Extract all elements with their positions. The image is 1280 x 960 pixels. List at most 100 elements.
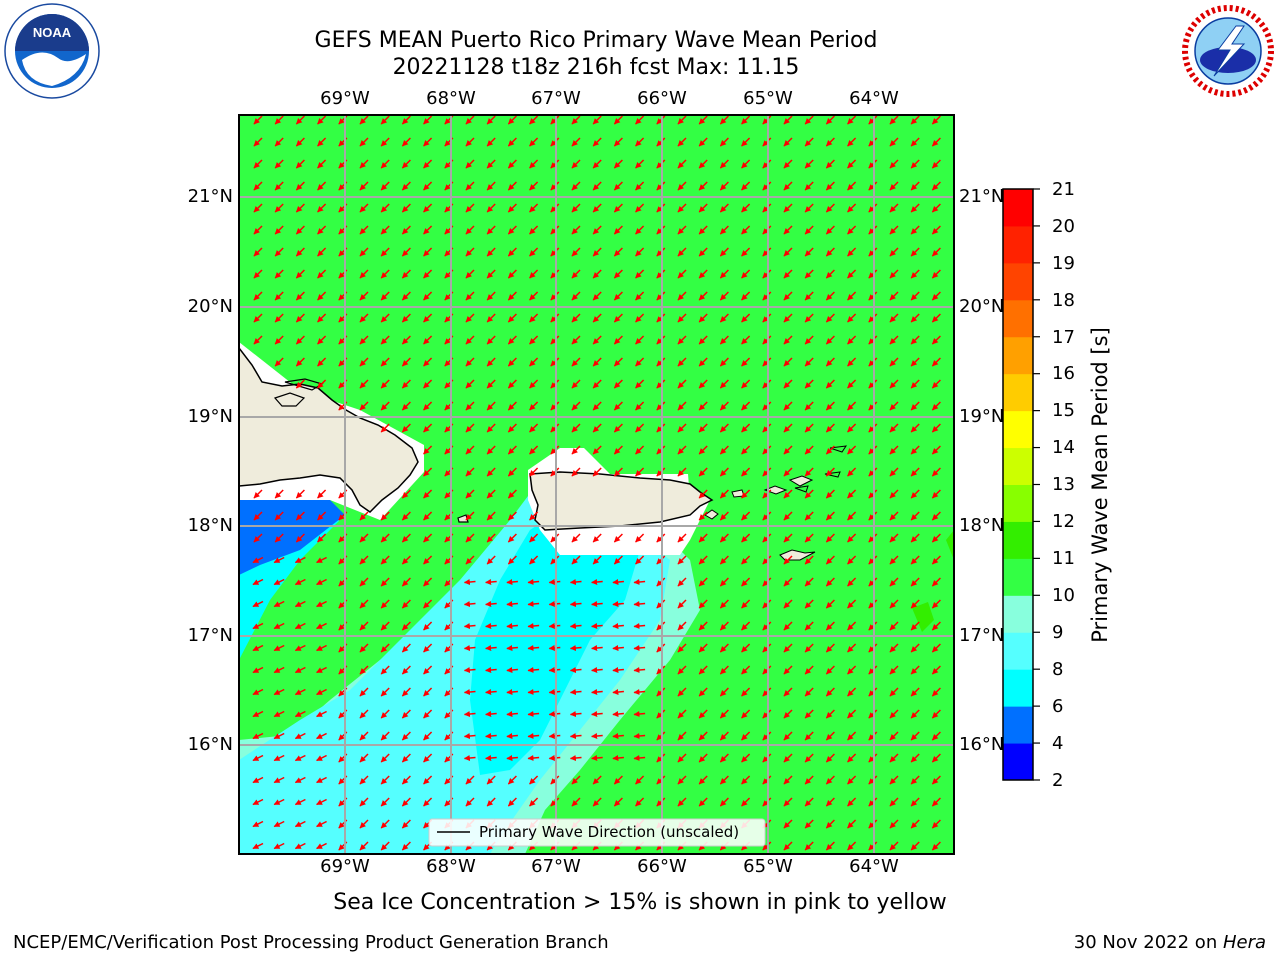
wave-arrow <box>847 555 857 565</box>
wave-arrow <box>465 203 475 213</box>
wave-arrow <box>889 511 899 521</box>
colorbar-tick: 8 <box>1052 659 1064 680</box>
wave-arrow <box>656 533 666 543</box>
wave-arrow <box>847 181 857 191</box>
wave-arrow <box>910 533 920 543</box>
wave-arrow <box>635 115 645 125</box>
wave-arrow <box>931 489 941 499</box>
wave-arrow <box>486 511 496 521</box>
wave-arrow <box>529 445 539 455</box>
wave-arrow <box>316 842 327 850</box>
wave-arrow <box>741 555 751 565</box>
lon-tick-top: 68°W <box>426 88 476 109</box>
wave-arrow <box>868 181 878 191</box>
wave-arrow <box>463 579 476 585</box>
wave-arrow <box>931 577 941 587</box>
wave-arrow <box>359 643 369 653</box>
wave-arrow <box>677 445 687 455</box>
wave-arrow <box>274 489 284 499</box>
wave-arrow <box>592 357 602 367</box>
wave-arrow <box>783 489 793 499</box>
wave-arrow <box>719 577 729 587</box>
wave-arrow <box>294 710 306 718</box>
wave-arrow <box>253 511 263 521</box>
wave-arrow <box>316 776 327 784</box>
wave-arrow <box>762 291 772 301</box>
wave-arrow <box>527 601 540 607</box>
wave-arrow <box>548 689 561 695</box>
wave-arrow <box>550 115 560 125</box>
wave-arrow <box>465 423 475 433</box>
wave-arrow <box>401 203 411 213</box>
wave-arrow <box>847 379 857 389</box>
wave-arrow <box>889 753 899 763</box>
wave-arrow <box>847 731 857 741</box>
wave-arrow <box>868 797 878 807</box>
wave-arrow <box>380 687 390 697</box>
wave-arrow <box>507 379 517 389</box>
wave-arrow <box>529 181 539 191</box>
wave-arrow <box>719 555 729 565</box>
wave-arrow <box>847 709 857 719</box>
wave-arrow <box>316 666 327 674</box>
wave-arrow <box>762 423 772 433</box>
wave-arrow <box>506 755 518 761</box>
wave-arrow <box>529 203 539 213</box>
wave-arrow <box>741 577 751 587</box>
wave-arrow <box>465 379 475 389</box>
wave-arrow <box>633 711 646 717</box>
wave-arrow <box>316 644 327 652</box>
wave-arrow <box>698 577 708 587</box>
wave-arrow <box>613 269 623 279</box>
wave-arrow <box>889 709 899 719</box>
wave-arrow <box>677 467 687 477</box>
lon-tick-bottom: 66°W <box>637 856 687 877</box>
wave-arrow <box>423 423 433 433</box>
wave-arrow <box>592 247 602 257</box>
wave-arrow <box>825 797 835 807</box>
wave-arrow <box>677 159 687 169</box>
wave-arrow <box>316 556 327 564</box>
wave-arrow <box>698 423 708 433</box>
wave-arrow <box>698 533 708 543</box>
wave-arrow <box>613 379 623 389</box>
wave-arrow <box>401 291 411 301</box>
wave-arrow <box>550 313 560 323</box>
wave-arrow <box>783 379 793 389</box>
wave-arrow <box>316 798 327 806</box>
colorbar-segment <box>1003 373 1033 412</box>
wave-arrow <box>762 203 772 213</box>
wave-arrow <box>825 621 835 631</box>
wave-arrow <box>529 137 539 147</box>
wave-arrow <box>910 445 920 455</box>
wave-arrow <box>804 709 814 719</box>
wave-arrow <box>783 335 793 345</box>
wave-arrow <box>868 467 878 477</box>
wave-arrow <box>783 555 793 565</box>
lon-tick-top: 66°W <box>637 88 687 109</box>
wave-arrow <box>910 489 920 499</box>
colorbar-segment <box>1003 336 1033 375</box>
wave-arrow <box>719 269 729 279</box>
wave-arrow <box>550 467 560 477</box>
wave-arrow <box>380 203 390 213</box>
wave-arrow <box>463 755 476 761</box>
wave-arrow <box>868 731 878 741</box>
wave-arrow <box>613 555 623 565</box>
wave-arrow <box>698 599 708 609</box>
wave-arrow <box>931 467 941 477</box>
wave-arrow <box>677 313 687 323</box>
wave-arrow <box>868 159 878 169</box>
wave-arrow <box>889 159 899 169</box>
colorbar-tick: 17 <box>1052 327 1075 348</box>
wave-arrow <box>294 754 306 762</box>
wave-arrow <box>741 687 751 697</box>
wave-arrow <box>677 335 687 345</box>
hispaniola-land <box>239 346 419 513</box>
colorbar-segment <box>1003 595 1033 633</box>
wave-arrow <box>804 181 814 191</box>
wave-arrow <box>591 689 603 695</box>
wave-arrow <box>847 137 857 147</box>
wave-arrow <box>317 181 327 191</box>
wave-arrow <box>506 689 518 695</box>
